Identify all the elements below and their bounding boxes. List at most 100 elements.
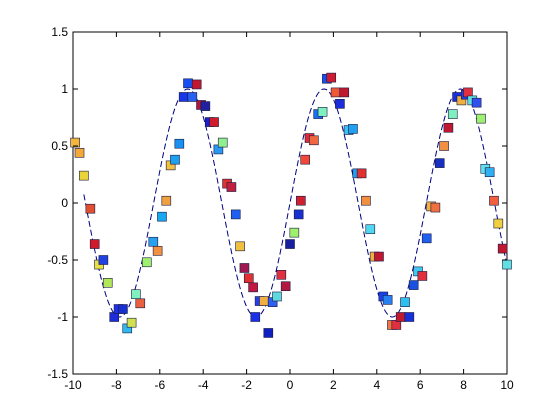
x-tick-label-5: 0 — [287, 378, 294, 392]
y-tick-label-5: -1 — [57, 310, 68, 324]
data-point-22 — [174, 138, 185, 149]
data-point-54 — [309, 135, 319, 146]
data-point-3 — [85, 203, 96, 214]
data-point-98 — [497, 243, 508, 254]
plot-area — [72, 31, 508, 375]
data-point-28 — [200, 101, 211, 111]
data-point-42 — [259, 296, 269, 306]
data-point-52 — [300, 154, 310, 165]
data-point-99 — [502, 259, 512, 270]
y-axis: 1.5 1 0.5 0 -0.5 -1 -1.5 — [47, 25, 507, 381]
y-tick-label-0: 1.5 — [51, 25, 68, 39]
x-tick-label-4: -2 — [241, 378, 252, 392]
y-tick-label-4: -0.5 — [47, 253, 68, 267]
x-tick-label-1: -8 — [111, 378, 122, 392]
x-tick-label-8: 6 — [417, 378, 424, 392]
data-point-47 — [280, 281, 291, 292]
data-point-63 — [348, 124, 358, 134]
data-point-71 — [382, 295, 393, 305]
data-point-51 — [296, 195, 306, 206]
data-point-0 — [70, 137, 80, 148]
data-point-96 — [489, 195, 499, 206]
data-point-82 — [430, 202, 441, 213]
data-point-60 — [335, 99, 345, 109]
data-point-34 — [226, 182, 237, 192]
data-point-14 — [135, 298, 146, 309]
data-point-43 — [263, 328, 274, 338]
data-point-66 — [361, 195, 371, 206]
data-point-73 — [391, 320, 402, 330]
y-tick-label-2: 0.5 — [51, 139, 68, 153]
data-point-92 — [471, 97, 482, 108]
data-point-59 — [330, 87, 341, 98]
data-point-19 — [161, 195, 172, 206]
x-tick-label-6: 2 — [330, 378, 337, 392]
data-point-79 — [417, 271, 428, 281]
data-point-75 — [400, 297, 410, 307]
data-point-61 — [339, 87, 350, 98]
data-point-39 — [248, 282, 258, 293]
data-point-40 — [250, 312, 261, 322]
data-point-1 — [74, 148, 85, 158]
data-point-36 — [235, 241, 245, 252]
data-point-17 — [152, 246, 163, 256]
data-point-76 — [404, 312, 415, 322]
data-point-67 — [365, 224, 376, 235]
data-point-23 — [178, 92, 189, 102]
data-point-83 — [434, 158, 445, 168]
x-tick-label-2: -6 — [154, 378, 165, 392]
data-point-18 — [157, 211, 167, 222]
data-point-4 — [89, 239, 100, 249]
data-point-65 — [356, 168, 367, 179]
data-point-7 — [102, 277, 113, 288]
x-tick-label-7: 4 — [373, 378, 380, 392]
data-point-35 — [230, 209, 241, 220]
data-point-12 — [126, 317, 137, 328]
data-point-49 — [289, 227, 300, 238]
data-points — [70, 72, 512, 338]
data-point-8 — [109, 312, 120, 322]
x-tick-label-10: 10 — [500, 378, 514, 392]
fit-curve — [83, 88, 508, 318]
x-tick-label-3: -4 — [198, 378, 209, 392]
data-point-25 — [187, 92, 198, 102]
data-point-97 — [493, 218, 504, 229]
data-point-21 — [170, 154, 180, 165]
data-point-26 — [191, 79, 202, 90]
y-tick-label-3: 0 — [61, 196, 68, 210]
data-point-45 — [272, 291, 282, 302]
data-point-86 — [447, 109, 458, 119]
data-point-2 — [79, 170, 89, 181]
data-point-95 — [484, 167, 495, 178]
data-point-84 — [439, 141, 449, 151]
data-point-77 — [408, 280, 419, 290]
data-point-80 — [421, 233, 432, 244]
y-tick-label-1: 1 — [61, 82, 68, 96]
y-tick-label-6: -1.5 — [47, 367, 68, 381]
data-point-90 — [463, 87, 473, 98]
data-point-93 — [476, 113, 486, 124]
data-point-6 — [98, 255, 109, 265]
data-point-10 — [118, 304, 128, 314]
x-axis: -10 -8 -6 -4 -2 0 2 4 6 8 10 — [64, 32, 514, 392]
data-point-16 — [148, 236, 159, 247]
data-point-69 — [374, 251, 384, 262]
data-point-85 — [443, 122, 454, 133]
data-point-13 — [131, 289, 141, 300]
data-point-37 — [239, 263, 250, 273]
data-point-38 — [243, 273, 254, 284]
data-point-15 — [141, 257, 152, 268]
data-point-32 — [217, 137, 228, 148]
data-point-48 — [285, 239, 295, 249]
data-point-46 — [276, 270, 287, 280]
data-point-74 — [395, 312, 406, 322]
data-point-56 — [317, 107, 328, 117]
x-tick-label-0: -10 — [64, 378, 82, 392]
data-point-58 — [326, 72, 337, 83]
data-point-24 — [183, 78, 193, 89]
data-point-50 — [293, 209, 304, 220]
data-point-30 — [209, 117, 219, 127]
x-tick-label-9: 8 — [460, 378, 467, 392]
